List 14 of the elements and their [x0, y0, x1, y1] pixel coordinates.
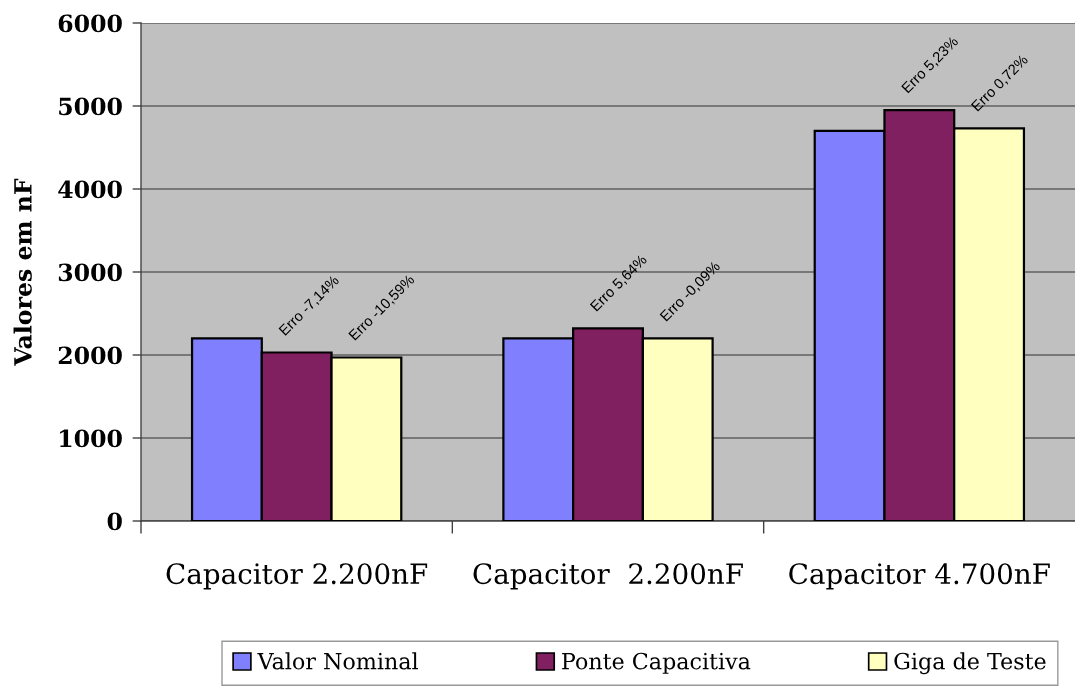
y-tick-label: 6000: [58, 14, 122, 33]
y-axis-title: Valores em nF: [13, 178, 32, 366]
legend-label: Ponte Capacitiva: [562, 652, 751, 674]
legend-label: Valor Nominal: [257, 652, 419, 670]
y-tick-label: 2000: [58, 346, 122, 365]
x-tick-label: Capacitor 2.200nF: [473, 563, 743, 590]
y-tick-label: 5000: [59, 97, 122, 116]
y-tick-label: 1000: [60, 429, 122, 448]
y-tick-label: 4000: [58, 180, 122, 199]
y-tick-label: 3000: [58, 263, 122, 282]
x-tick-label: Capacitor 2.200nF: [166, 563, 428, 590]
x-tick-label: Capacitor 4.700nF: [789, 563, 1050, 590]
y-tick-label: 0: [107, 512, 122, 531]
legend-label: Giga de Teste: [894, 652, 1046, 675]
